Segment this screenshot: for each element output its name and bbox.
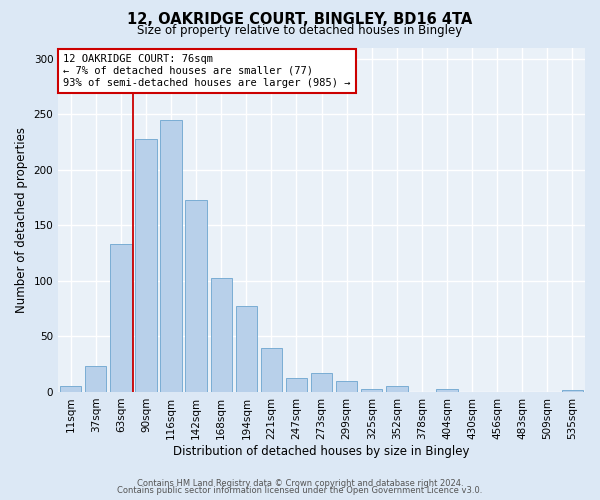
Bar xyxy=(85,366,106,392)
Bar xyxy=(185,200,207,392)
Bar xyxy=(336,381,358,392)
Bar xyxy=(261,348,282,392)
Bar xyxy=(110,244,131,392)
Text: 12 OAKRIDGE COURT: 76sqm
← 7% of detached houses are smaller (77)
93% of semi-de: 12 OAKRIDGE COURT: 76sqm ← 7% of detache… xyxy=(64,54,351,88)
Text: 12, OAKRIDGE COURT, BINGLEY, BD16 4TA: 12, OAKRIDGE COURT, BINGLEY, BD16 4TA xyxy=(127,12,473,28)
Text: Size of property relative to detached houses in Bingley: Size of property relative to detached ho… xyxy=(137,24,463,37)
Bar xyxy=(60,386,82,392)
Bar xyxy=(236,306,257,392)
Text: Contains public sector information licensed under the Open Government Licence v3: Contains public sector information licen… xyxy=(118,486,482,495)
Bar xyxy=(136,138,157,392)
Y-axis label: Number of detached properties: Number of detached properties xyxy=(15,126,28,312)
Bar xyxy=(436,388,458,392)
X-axis label: Distribution of detached houses by size in Bingley: Distribution of detached houses by size … xyxy=(173,444,470,458)
Bar xyxy=(361,388,382,392)
Bar xyxy=(211,278,232,392)
Bar xyxy=(286,378,307,392)
Bar xyxy=(386,386,407,392)
Bar xyxy=(562,390,583,392)
Text: Contains HM Land Registry data © Crown copyright and database right 2024.: Contains HM Land Registry data © Crown c… xyxy=(137,478,463,488)
Bar xyxy=(160,120,182,392)
Bar xyxy=(311,373,332,392)
